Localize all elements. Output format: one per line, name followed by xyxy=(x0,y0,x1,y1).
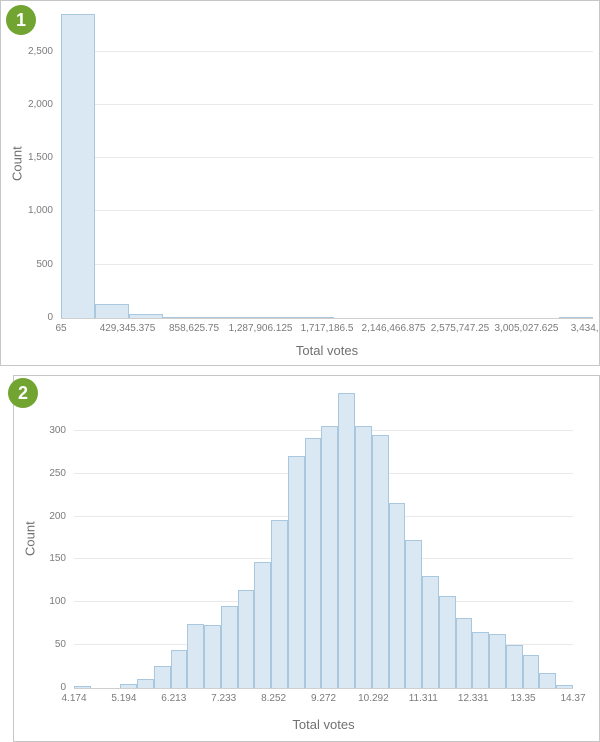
x-tick-label: 13.35 xyxy=(510,693,536,704)
histogram-bar xyxy=(338,393,356,688)
x-axis-tick-labels: 65 429,345.375 858,625.75 1,287,906.125 1,71… xyxy=(55,318,599,336)
y-tick-label: 500 xyxy=(36,258,53,270)
total-votes-histogram-log: Count 0 50 100 150 200 250 300 4.174 5.194 6.213… xyxy=(14,376,599,741)
x-tick-label: 1,287,906.125 xyxy=(228,323,293,334)
histogram-bar xyxy=(254,562,272,688)
x-tick-label: 429,345.375 xyxy=(99,323,156,334)
histogram-bar xyxy=(489,634,506,688)
plot-area: 0 50 100 150 200 250 300 4.174 5.194 6.213 7.233 8… xyxy=(49,388,586,704)
gridline xyxy=(61,157,593,159)
gridline xyxy=(61,210,593,212)
y-axis-title: Count xyxy=(9,146,25,182)
x-tick-label: 10.292 xyxy=(358,693,389,704)
x-tick-label: 11.311 xyxy=(408,693,438,704)
histogram-bar xyxy=(204,624,221,688)
histogram-bar xyxy=(299,317,334,318)
histogram-bar xyxy=(170,650,188,688)
histogram-bar xyxy=(271,520,288,688)
histogram-bar xyxy=(220,605,238,688)
histogram-bar xyxy=(137,679,154,688)
y-tick-label: 1,500 xyxy=(27,152,53,164)
y-tick-label: 50 xyxy=(54,639,66,651)
x-tick-label: 9.272 xyxy=(310,693,337,704)
histogram-bar xyxy=(197,317,232,318)
y-tick-label: 150 xyxy=(49,553,66,565)
gridline xyxy=(61,103,593,105)
y-tick-label: 0 xyxy=(47,312,53,323)
histogram-bar xyxy=(153,665,171,688)
histogram-bar xyxy=(163,316,198,318)
gridlines xyxy=(61,9,593,318)
histogram-bar xyxy=(304,437,322,688)
histogram-bar xyxy=(287,455,305,688)
histogram-bar xyxy=(187,623,205,688)
histogram-bar xyxy=(455,617,473,688)
histogram-bar xyxy=(74,686,91,688)
y-tick-label: 0 xyxy=(60,682,66,693)
x-tick-label: 858,625.75 xyxy=(168,323,220,334)
histogram-bars xyxy=(74,388,573,688)
histogram-bar xyxy=(237,590,255,688)
x-axis-title: Total votes xyxy=(292,717,355,732)
histogram-bar xyxy=(265,317,300,318)
x-tick-label: 6.213 xyxy=(161,693,187,704)
histogram-bar xyxy=(388,502,406,688)
x-axis-title: Total votes xyxy=(295,343,359,358)
histogram-bar xyxy=(61,13,96,318)
histogram-bar xyxy=(321,425,339,688)
histogram-bar xyxy=(422,575,439,688)
histogram-bar xyxy=(371,435,389,688)
histogram-bar xyxy=(438,596,456,688)
chart-panel-1: 1 Count 0 500 1,000 1,500 2,000 2,500 65 429,3… xyxy=(0,0,600,366)
histogram-bar xyxy=(558,317,593,318)
histogram-bar xyxy=(522,655,540,688)
x-tick-label: 65 xyxy=(55,323,67,334)
histogram-bar xyxy=(231,317,266,318)
y-tick-label: 2,500 xyxy=(27,45,53,57)
x-tick-label: 14.37 xyxy=(560,693,586,704)
histogram-bar xyxy=(95,304,130,318)
x-tick-label: 3,434,308 xyxy=(570,323,599,334)
x-tick-label: 3,005,027.625 xyxy=(494,323,559,334)
histogram-bar xyxy=(120,683,138,688)
x-tick-label: 7.233 xyxy=(211,693,237,704)
step-badge-1: 1 xyxy=(6,5,36,35)
y-tick-label: 2,000 xyxy=(27,98,53,110)
histogram-bar xyxy=(405,539,423,688)
total-votes-histogram-raw: Count 0 500 1,000 1,500 2,000 2,500 65 429,345… xyxy=(1,1,599,365)
y-tick-label: 200 xyxy=(49,510,66,522)
x-tick-label: 12.331 xyxy=(457,693,489,704)
histogram-bar xyxy=(355,425,372,688)
y-tick-label: 1,000 xyxy=(27,205,53,217)
y-tick-label: 100 xyxy=(49,596,66,608)
x-tick-label: 8.252 xyxy=(261,693,287,704)
step-badge-2: 2 xyxy=(8,378,38,408)
histogram-bars xyxy=(61,9,593,318)
x-tick-label: 1,717,186.5 xyxy=(300,323,354,334)
y-tick-label: 250 xyxy=(49,467,66,479)
x-tick-label: 2,575,747.25 xyxy=(430,323,490,334)
histogram-bar xyxy=(472,632,490,688)
histogram-bar xyxy=(505,645,523,688)
x-tick-label: 5.194 xyxy=(111,693,137,704)
histogram-bar xyxy=(539,672,557,688)
gridline xyxy=(61,50,593,52)
gridline xyxy=(61,263,593,265)
histogram-bar xyxy=(129,313,164,318)
y-tick-label: 300 xyxy=(49,424,66,436)
x-tick-label: 4.174 xyxy=(61,693,87,704)
x-tick-label: 2,146,466.875 xyxy=(361,323,426,334)
plot-area: 0 500 1,000 1,500 2,000 2,500 65 429,345.375 85… xyxy=(28,9,599,334)
chart-panel-2: 2 Count 0 50 100 150 200 250 300 4.174 5.194 6.2… xyxy=(8,375,600,742)
y-axis-title: Count xyxy=(22,521,38,556)
histogram-bar xyxy=(556,684,573,688)
x-axis-tick-labels: 4.174 5.194 6.213 7.233 8.252 9.272 10.292 11.3… xyxy=(61,688,585,706)
